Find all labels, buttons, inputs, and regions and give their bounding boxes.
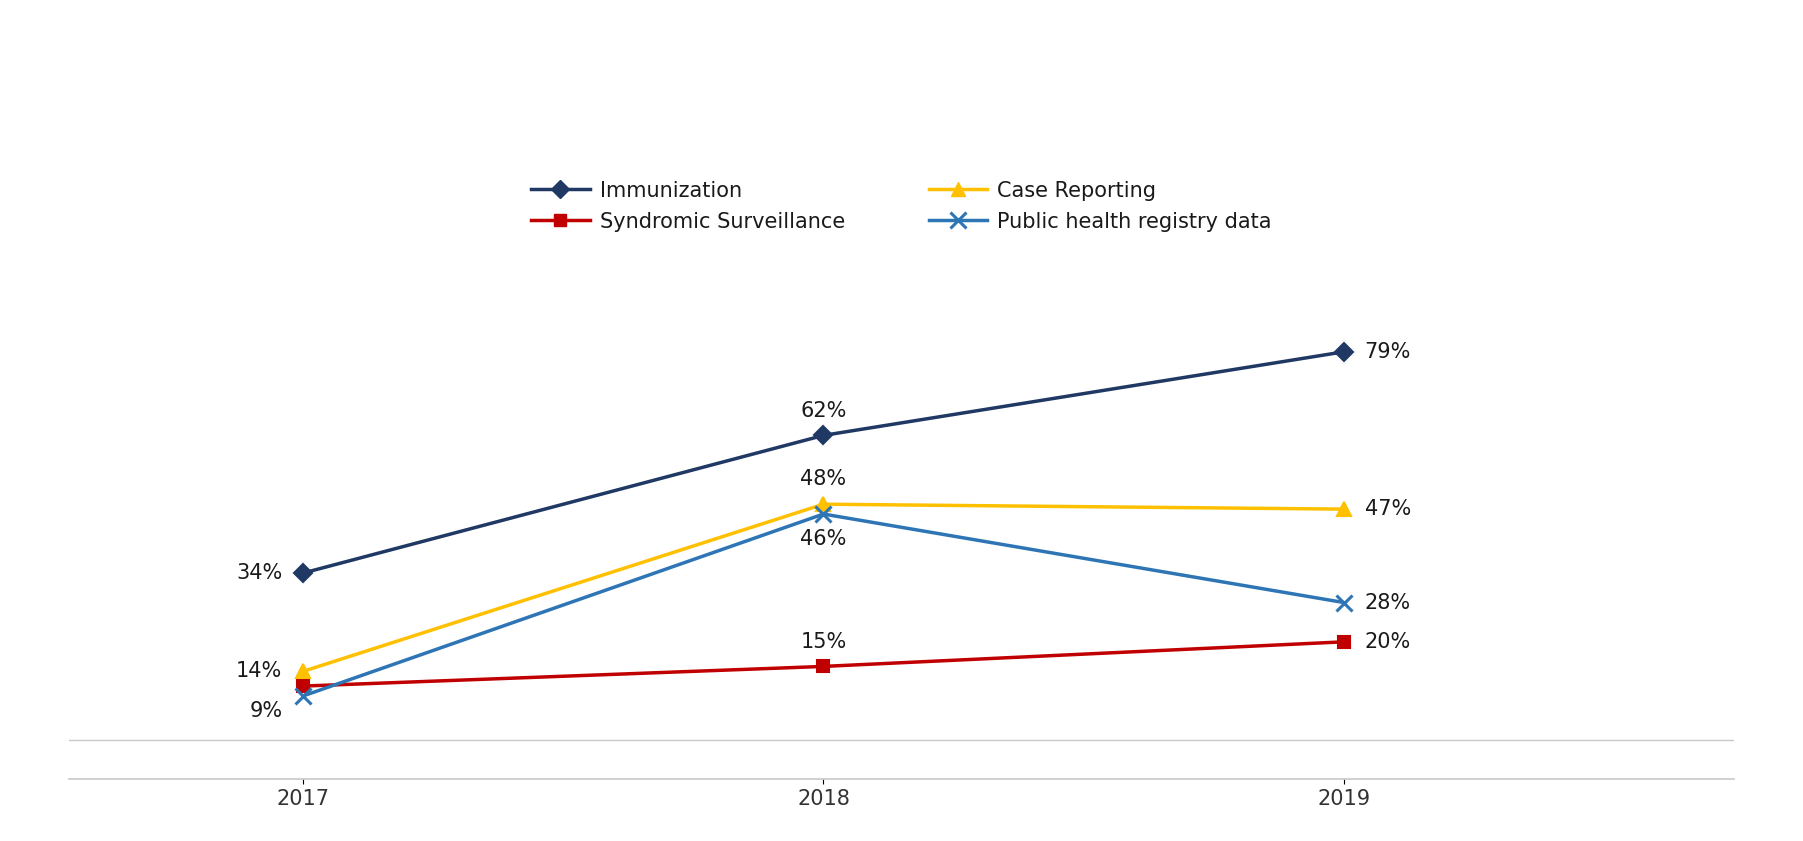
Text: 15%: 15%	[801, 632, 847, 652]
Text: 9%: 9%	[249, 701, 283, 721]
Text: 48%: 48%	[801, 469, 847, 489]
Text: 28%: 28%	[1365, 593, 1410, 612]
Text: 46%: 46%	[801, 529, 847, 549]
Text: 62%: 62%	[801, 400, 847, 420]
Text: 20%: 20%	[1365, 632, 1410, 652]
Text: 14%: 14%	[236, 661, 283, 681]
Text: 34%: 34%	[236, 563, 283, 583]
Text: 79%: 79%	[1365, 341, 1412, 362]
Text: 47%: 47%	[1365, 499, 1410, 519]
Legend: Immunization, Syndromic Surveillance, Case Reporting, Public health registry dat: Immunization, Syndromic Surveillance, Ca…	[523, 172, 1280, 241]
